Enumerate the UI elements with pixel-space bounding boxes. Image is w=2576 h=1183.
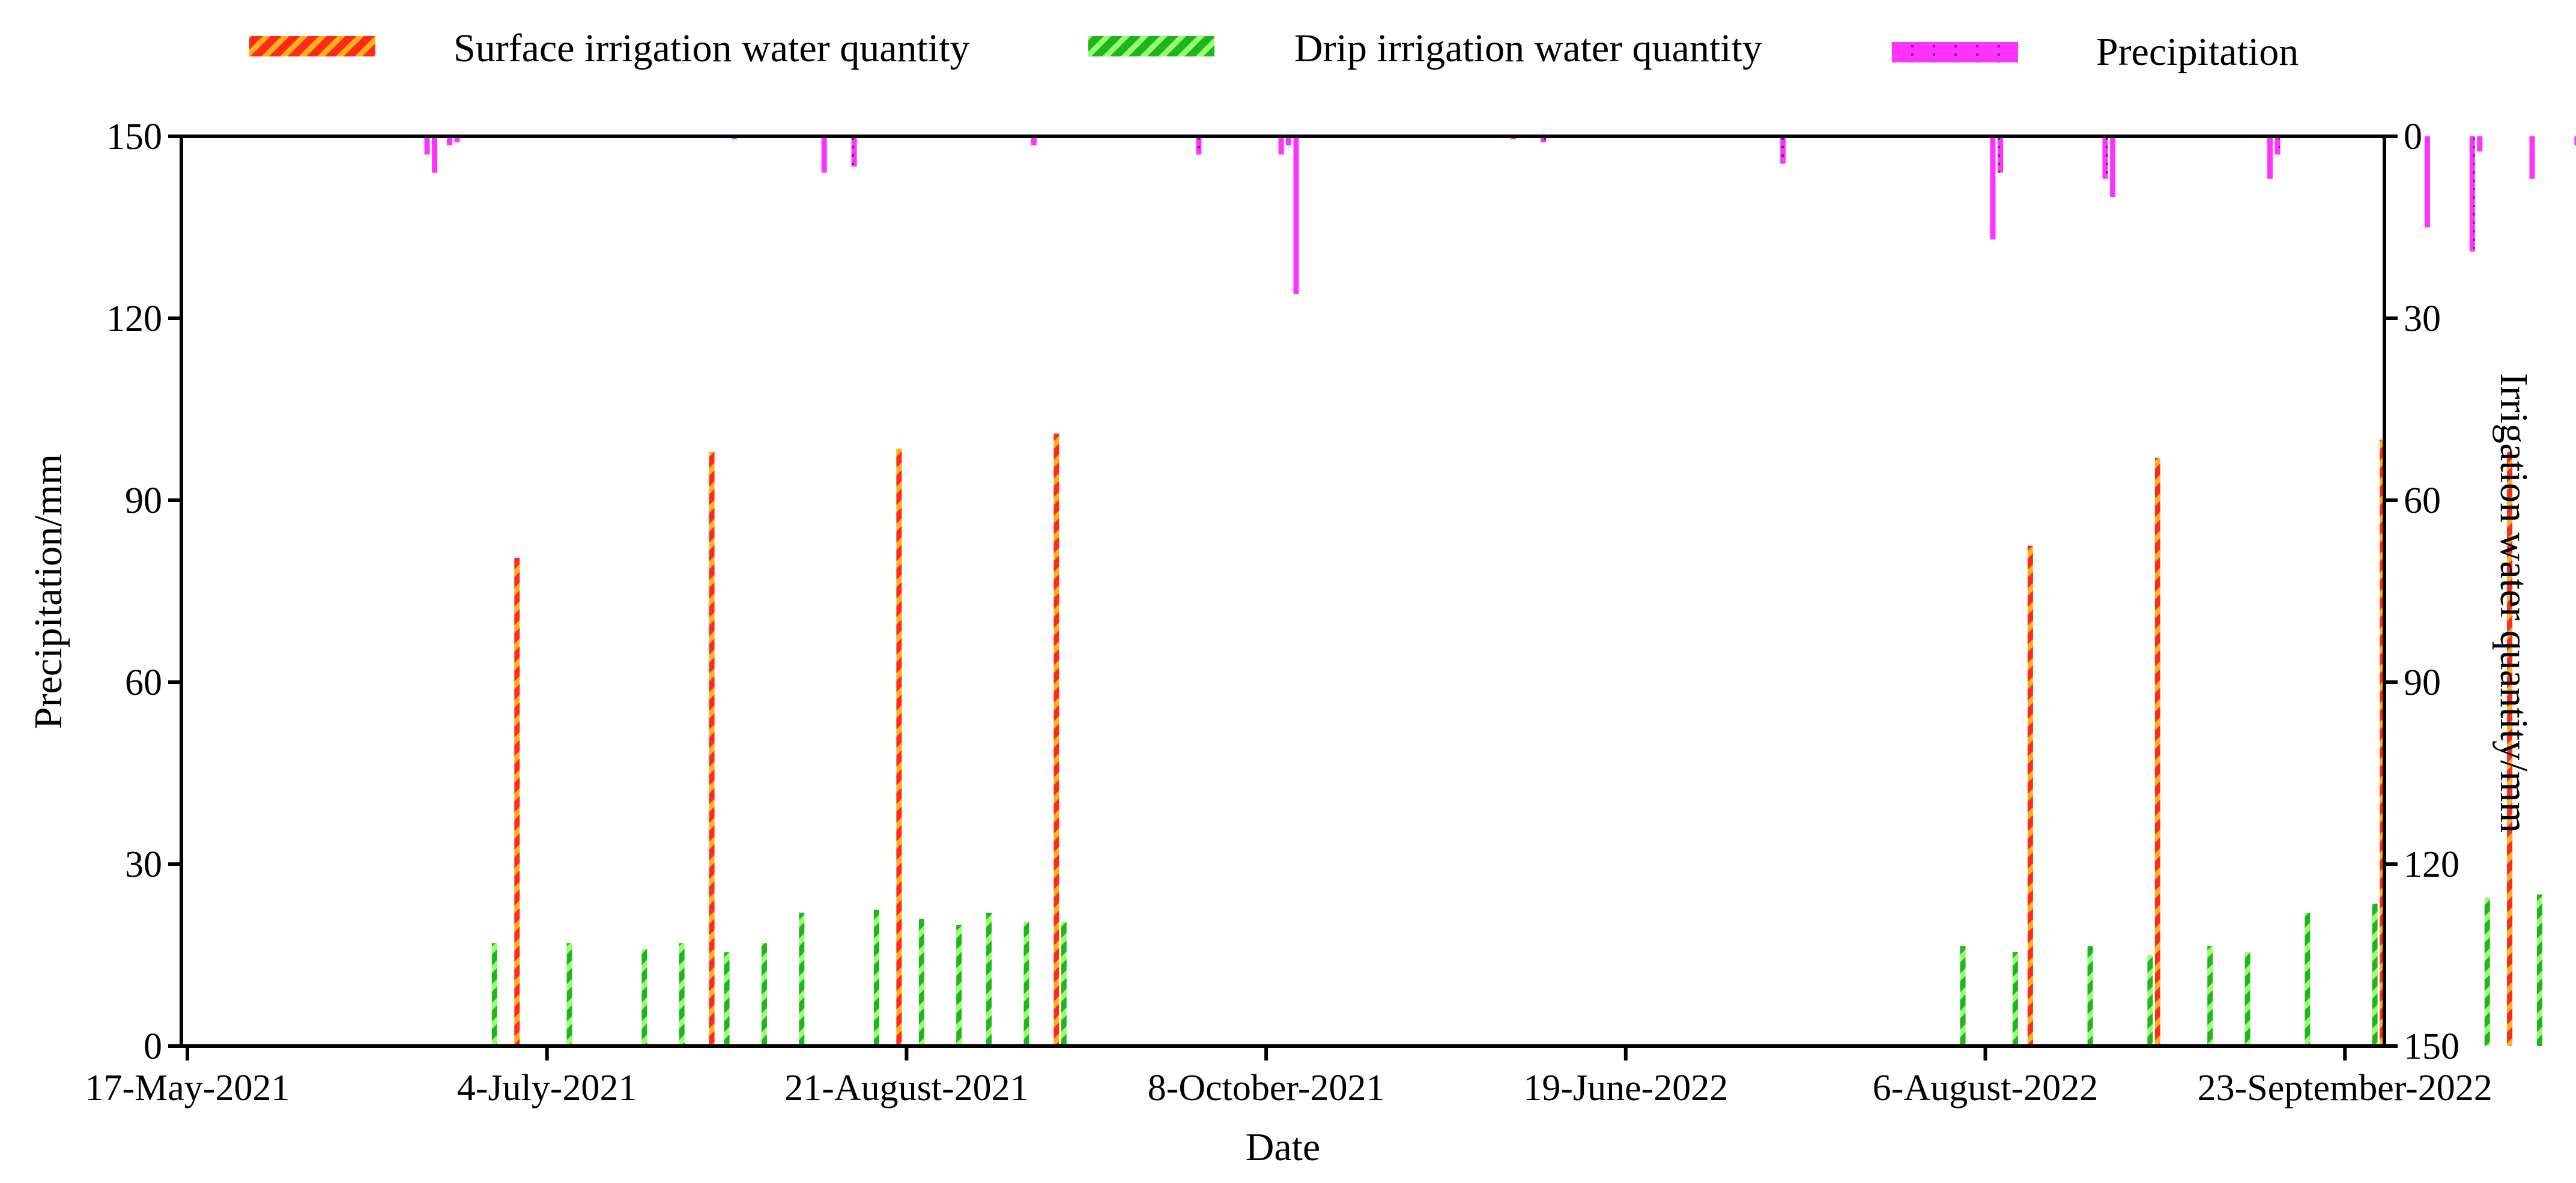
drip-irrigation-bar bbox=[724, 952, 730, 1047]
drip-irrigation-bar bbox=[2537, 894, 2542, 1046]
legend-item-precipitation: Precipitation bbox=[1892, 30, 2299, 74]
precipitation-bar bbox=[2267, 136, 2273, 179]
surface-irrigation-bar bbox=[2027, 545, 2033, 1046]
precipitation-bar bbox=[2469, 136, 2475, 252]
surface-irrigation-bar bbox=[2507, 452, 2513, 1046]
right-y-tick-label: 90 bbox=[2404, 662, 2441, 703]
surface-irrigation-bar bbox=[896, 449, 902, 1046]
right-y-tick-label: 120 bbox=[2404, 844, 2459, 885]
precipitation-bar bbox=[851, 136, 857, 167]
x-tick-label: 19-June-2022 bbox=[1523, 1068, 1728, 1109]
left-y-axis-title: Precipitation/mm bbox=[26, 454, 70, 729]
precipitation-bar bbox=[2110, 136, 2116, 197]
x-axis-title: Date bbox=[1246, 1125, 1321, 1169]
left-y-tick-label: 30 bbox=[125, 844, 162, 885]
x-tick-label: 23-September-2022 bbox=[2198, 1068, 2493, 1109]
drip-irrigation-bar bbox=[2087, 946, 2093, 1046]
surface-irrigation-bar bbox=[2154, 458, 2160, 1046]
left-y-tick-label: 150 bbox=[106, 116, 162, 157]
surface-irrigation-bar bbox=[1053, 433, 1059, 1046]
left-y-axis: 0 30 60 90 120 150 bbox=[106, 116, 181, 1067]
drip-irrigation-bar bbox=[874, 909, 879, 1047]
right-y-axis-title: Irrigation water quantity/mm bbox=[2492, 373, 2536, 833]
plot-frame bbox=[180, 135, 2386, 1048]
drip-irrigation-bar bbox=[1960, 946, 1966, 1046]
x-tick-label: 21-August-2021 bbox=[784, 1068, 1028, 1109]
left-y-tick-label: 0 bbox=[144, 1026, 162, 1067]
precipitation-bar bbox=[821, 136, 827, 173]
legend-swatch-drip bbox=[1088, 36, 1214, 56]
drip-irrigation-bar bbox=[2207, 946, 2213, 1046]
precipitation-bar bbox=[454, 136, 460, 143]
right-y-tick-label: 30 bbox=[2404, 298, 2441, 339]
right-y-axis: 0 30 60 90 120 150 bbox=[2384, 116, 2459, 1067]
right-y-tick-label: 60 bbox=[2404, 480, 2441, 521]
drip-irrigation-bar bbox=[2484, 897, 2490, 1046]
drip-irrigation-bar bbox=[761, 943, 767, 1046]
legend: Surface irrigation water quantity Drip i… bbox=[249, 26, 2299, 74]
left-y-tick-label: 90 bbox=[125, 480, 162, 521]
drip-irrigation-bar bbox=[2305, 912, 2311, 1046]
drip-irrigation-bar bbox=[799, 912, 805, 1046]
precipitation-bar bbox=[2529, 136, 2535, 179]
precipitation-bar bbox=[1990, 136, 1996, 240]
surface-irrigation-bar bbox=[709, 452, 715, 1046]
precipitation-bar bbox=[2274, 136, 2281, 155]
bars-layer bbox=[424, 136, 2576, 1047]
drip-irrigation-bar bbox=[986, 912, 992, 1046]
drip-irrigation-bar bbox=[2147, 955, 2153, 1046]
surface-irrigation-bar bbox=[514, 558, 520, 1046]
x-tick-label: 6-August-2022 bbox=[1873, 1068, 2098, 1109]
drip-irrigation-bar bbox=[2012, 952, 2018, 1047]
precipitation-bar bbox=[1278, 136, 1284, 155]
precipitation-bar bbox=[447, 136, 453, 146]
drip-irrigation-bar bbox=[641, 949, 647, 1046]
precipitation-bar bbox=[2424, 136, 2430, 228]
legend-swatch-precipitation bbox=[1892, 42, 2018, 62]
drip-irrigation-bar bbox=[2244, 952, 2250, 1047]
precipitation-bar bbox=[432, 136, 438, 173]
drip-irrigation-bar bbox=[679, 943, 685, 1046]
left-y-tick-label: 60 bbox=[125, 662, 162, 703]
drip-irrigation-bar bbox=[2372, 903, 2378, 1047]
precipitation-bar bbox=[1293, 136, 1299, 294]
legend-item-drip: Drip irrigation water quantity bbox=[1088, 26, 1762, 70]
drip-irrigation-bar bbox=[491, 943, 497, 1046]
drip-irrigation-bar bbox=[1061, 922, 1067, 1046]
precipitation-bar bbox=[1196, 136, 1202, 155]
surface-irrigation-bar bbox=[2380, 440, 2386, 1046]
right-y-tick-label: 0 bbox=[2404, 116, 2422, 157]
precipitation-bar bbox=[424, 136, 430, 155]
legend-item-surface: Surface irrigation water quantity bbox=[249, 26, 970, 70]
drip-irrigation-bar bbox=[566, 943, 572, 1046]
legend-label-drip: Drip irrigation water quantity bbox=[1294, 26, 1762, 70]
precipitation-bar bbox=[1286, 136, 1291, 146]
legend-label-surface: Surface irrigation water quantity bbox=[453, 26, 970, 70]
x-tick-label: 8-October-2021 bbox=[1148, 1068, 1385, 1109]
x-axis: 17-May-2021 4-July-2021 21-August-2021 8-Oc… bbox=[85, 1046, 2493, 1109]
drip-irrigation-bar bbox=[1023, 922, 1029, 1046]
legend-swatch-surface bbox=[249, 36, 375, 56]
precipitation-bar bbox=[2574, 136, 2576, 146]
precipitation-bar bbox=[2477, 136, 2483, 152]
drip-irrigation-bar bbox=[956, 925, 962, 1046]
x-tick-label: 17-May-2021 bbox=[85, 1068, 290, 1109]
precipitation-bar bbox=[1031, 136, 1037, 146]
x-tick-label: 4-July-2021 bbox=[457, 1068, 637, 1109]
left-y-tick-label: 120 bbox=[106, 298, 162, 339]
drip-irrigation-bar bbox=[918, 918, 924, 1046]
precipitation-bar bbox=[1541, 136, 1547, 143]
legend-label-precipitation: Precipitation bbox=[2096, 30, 2299, 74]
precipitation-bar bbox=[1780, 136, 1786, 164]
right-y-tick-label: 150 bbox=[2404, 1026, 2459, 1067]
precipitation-bar bbox=[2102, 136, 2108, 179]
precipitation-bar bbox=[1998, 136, 2003, 173]
